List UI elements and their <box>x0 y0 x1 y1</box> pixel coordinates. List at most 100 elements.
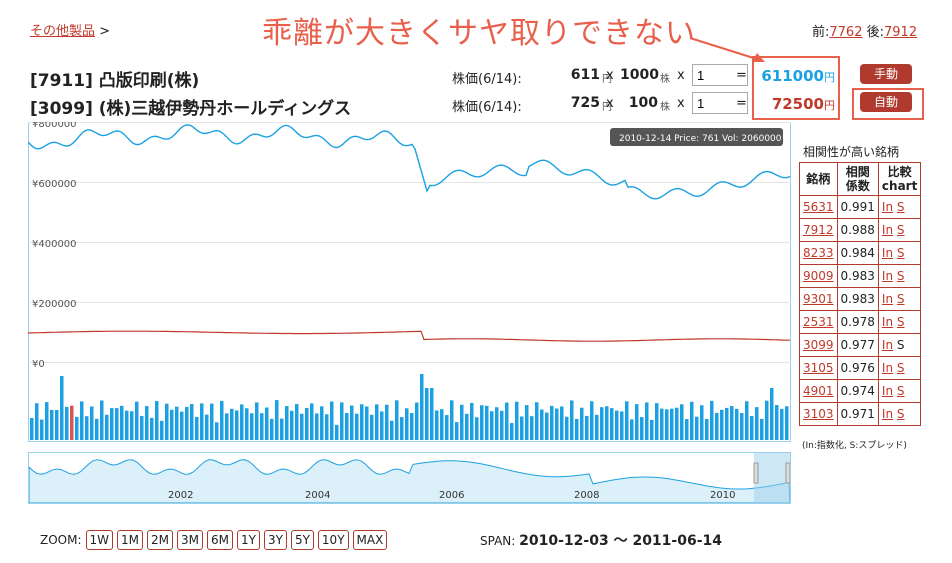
index-link[interactable]: In <box>881 246 894 260</box>
volume-bar <box>215 422 219 440</box>
volume-bar <box>170 409 174 440</box>
zoom-3y-button[interactable]: 3Y <box>263 530 287 550</box>
manual-button[interactable]: 手動 <box>860 64 912 84</box>
stock-code-link[interactable]: 8233 <box>799 241 838 265</box>
volume-bar <box>415 402 419 440</box>
correlation-value: 0.988 <box>836 218 879 242</box>
volume-bar <box>295 404 299 440</box>
auto-button[interactable]: 自動 <box>860 92 912 112</box>
stock-code-link[interactable]: 9009 <box>799 264 838 288</box>
spread-link[interactable]: S <box>896 384 905 398</box>
volume-bar <box>670 408 674 440</box>
index-link[interactable]: In <box>881 269 894 283</box>
volume-bar <box>705 418 709 440</box>
prev-label: 前: <box>812 25 830 40</box>
stock-code-link[interactable]: 3103 <box>799 402 838 426</box>
zoom-1w-button[interactable]: 1W <box>85 530 114 550</box>
zoom-1m-button[interactable]: 1M <box>117 530 144 550</box>
stock-code-link[interactable]: 3099 <box>799 333 838 357</box>
stock-code-link[interactable]: 5631 <box>799 195 838 219</box>
stock-code-link[interactable]: 9301 <box>799 287 838 311</box>
y-axis-label: ¥400000 <box>32 239 77 250</box>
price-chart-svg: ¥800000 ¥600000 ¥400000 ¥200000 ¥0 2010-12-14… <box>28 122 791 442</box>
index-link[interactable]: In <box>881 407 894 421</box>
index-link[interactable]: In <box>881 223 894 237</box>
volume-bar <box>515 401 519 440</box>
multiplier-input[interactable] <box>692 64 748 86</box>
index-link[interactable]: In <box>881 292 894 306</box>
spread-link[interactable]: S <box>896 269 905 283</box>
correlation-value: 0.971 <box>836 402 879 426</box>
correlation-value: 0.983 <box>836 264 879 288</box>
volume-bar <box>620 411 624 440</box>
navigator-chart[interactable]: 2002 2004 2006 2008 2010 <box>28 452 791 504</box>
volume-bar <box>735 408 739 440</box>
spread-link[interactable]: S <box>896 407 905 421</box>
volume-bar <box>550 405 554 440</box>
index-link[interactable]: In <box>881 361 894 375</box>
volume-bar <box>520 416 524 440</box>
spread-link[interactable]: S <box>896 200 905 214</box>
volume-bar <box>30 418 34 440</box>
navigator-area <box>29 459 790 503</box>
index-link[interactable]: In <box>881 200 894 214</box>
volume-bar <box>500 410 504 440</box>
volume-bar <box>650 419 654 440</box>
volume-bar <box>380 411 384 440</box>
table-row: 3099 0.977 In S <box>799 333 922 357</box>
next-link[interactable]: 7912 <box>884 25 918 40</box>
zoom-3m-button[interactable]: 3M <box>177 530 204 550</box>
spread-link[interactable]: S <box>896 223 905 237</box>
volume-bar <box>425 388 429 440</box>
spread-link[interactable]: S <box>896 361 905 375</box>
price-chart[interactable]: ¥800000 ¥600000 ¥400000 ¥200000 ¥0 2010-12-14… <box>28 122 791 442</box>
stock-code-link[interactable]: 3105 <box>799 356 838 380</box>
index-link[interactable]: In <box>881 384 894 398</box>
index-link[interactable]: In <box>881 338 894 352</box>
index-link[interactable]: In <box>881 315 894 329</box>
volume-bar <box>565 416 569 440</box>
volume-bar <box>400 417 404 440</box>
table-row: 2531 0.978 In S <box>799 310 922 334</box>
stock-code-link[interactable]: 7912 <box>799 218 838 242</box>
volume-bar <box>285 406 289 440</box>
price-label: 株価(6/14): <box>452 72 522 87</box>
volume-bar <box>250 413 254 440</box>
result-value: 72500円 <box>771 95 835 113</box>
breadcrumb-link[interactable]: その他製品 <box>30 24 96 39</box>
volume-bar <box>305 407 309 440</box>
volume-bar <box>190 404 194 440</box>
multiplier-input[interactable] <box>692 92 748 114</box>
stock-code-link[interactable]: 2531 <box>799 310 838 334</box>
span-value: 2010-12-03 〜 2011-06-14 <box>519 533 723 549</box>
zoom-max-button[interactable]: MAX <box>352 530 388 550</box>
spread-link[interactable]: S <box>896 292 905 306</box>
volume-bar <box>465 413 469 440</box>
y-axis-label: ¥200000 <box>32 299 77 310</box>
volume-bar <box>135 401 139 440</box>
volume-bar <box>40 419 44 440</box>
correlation-value: 0.983 <box>836 287 879 311</box>
spread-link[interactable]: S <box>896 338 905 352</box>
volume-bar <box>150 417 154 440</box>
spread-link[interactable]: S <box>896 246 905 260</box>
zoom-5y-button[interactable]: 5Y <box>290 530 314 550</box>
compare-links: In S <box>877 264 922 288</box>
stock-code-link[interactable]: 4901 <box>799 379 838 403</box>
multiply-sign: x <box>677 68 685 83</box>
navigator-svg: 2002 2004 2006 2008 2010 <box>29 453 790 503</box>
volume-bar <box>210 403 214 440</box>
volume-bar <box>630 419 634 440</box>
prev-link[interactable]: 7762 <box>829 25 863 40</box>
volume-bar <box>80 401 84 440</box>
volume-bar <box>540 409 544 440</box>
volume-bar <box>595 414 599 440</box>
zoom-2m-button[interactable]: 2M <box>147 530 174 550</box>
zoom-1y-button[interactable]: 1Y <box>237 530 260 550</box>
spread-link[interactable]: S <box>896 315 905 329</box>
zoom-10y-button[interactable]: 10Y <box>317 530 349 550</box>
zoom-6m-button[interactable]: 6M <box>207 530 234 550</box>
volume-bar <box>410 413 414 440</box>
volume-bar <box>435 410 439 440</box>
volume-bar <box>600 407 604 440</box>
